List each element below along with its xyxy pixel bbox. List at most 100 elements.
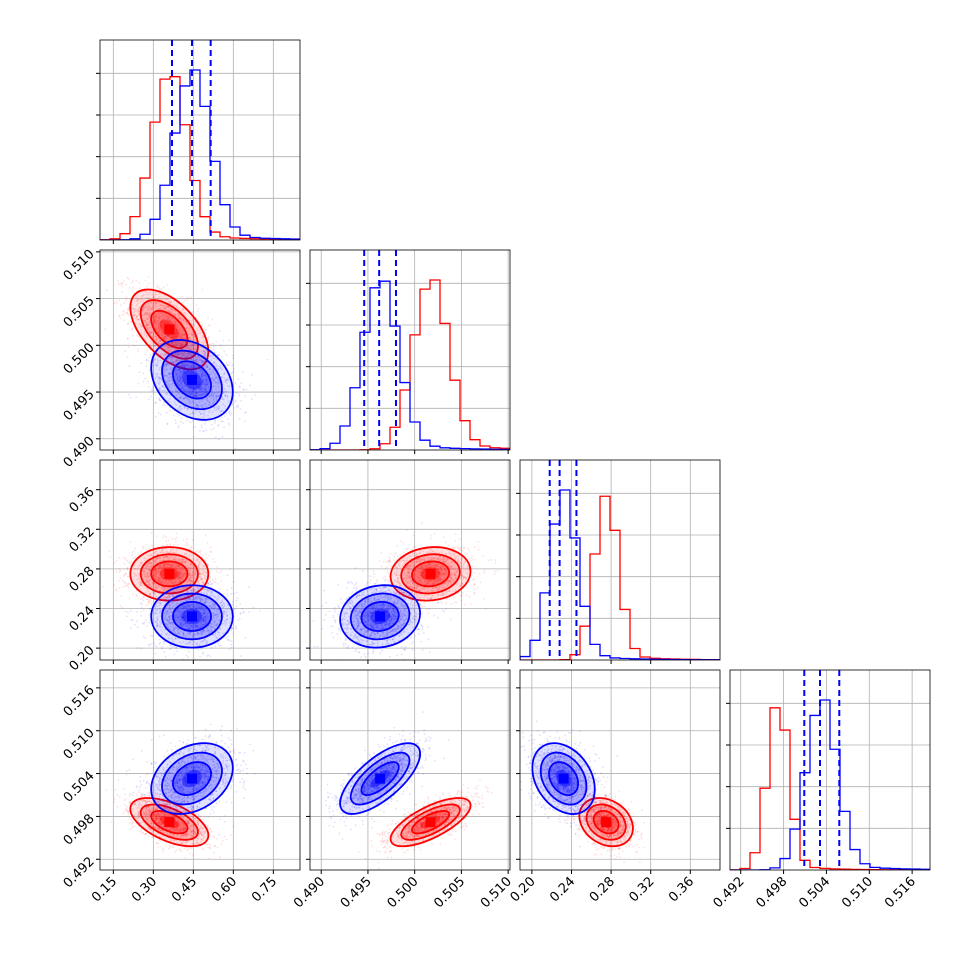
sample-point — [212, 558, 215, 561]
sample-point — [171, 356, 174, 358]
sample-point — [212, 361, 215, 363]
sample-point — [201, 352, 204, 355]
sample-point — [197, 332, 199, 335]
sample-point — [155, 401, 157, 404]
sample-point — [141, 309, 144, 312]
sample-point — [178, 332, 181, 335]
blue-peak — [187, 374, 197, 385]
sample-point — [147, 324, 149, 327]
sample-point — [176, 382, 179, 385]
sample-point — [174, 419, 177, 422]
sample-point — [164, 336, 166, 338]
sample-point — [180, 357, 182, 359]
sample-point — [209, 324, 211, 327]
sample-point — [173, 344, 176, 347]
sample-point — [184, 390, 187, 393]
sample-point — [188, 387, 190, 390]
sample-point — [149, 344, 152, 347]
sample-point — [219, 367, 222, 370]
sample-point — [192, 367, 195, 369]
sample-point — [198, 410, 201, 413]
sample-point — [178, 379, 181, 381]
sample-point — [155, 352, 158, 355]
sample-point — [135, 594, 138, 597]
sample-point — [225, 381, 228, 384]
sample-point — [185, 541, 188, 544]
sample-point — [191, 366, 194, 369]
sample-point — [196, 383, 199, 386]
sample-point — [179, 395, 182, 398]
sample-point — [190, 348, 192, 350]
sample-point — [141, 325, 144, 328]
sample-point — [179, 378, 182, 381]
sample-point — [218, 365, 221, 368]
sample-point — [164, 318, 167, 321]
sample-point — [217, 391, 220, 394]
sample-point — [203, 341, 206, 343]
sample-point — [115, 589, 118, 592]
sample-point — [169, 373, 171, 376]
sample-point — [170, 312, 173, 314]
sample-point — [180, 381, 183, 384]
sample-point — [148, 643, 150, 646]
sample-point — [205, 390, 208, 393]
sample-point — [182, 422, 184, 424]
sample-point — [200, 390, 203, 393]
sample-point — [239, 655, 242, 658]
sample-point — [144, 377, 147, 380]
sample-point — [175, 532, 178, 535]
sample-point — [187, 364, 190, 367]
sample-point — [157, 308, 160, 310]
sample-point — [161, 304, 164, 307]
sample-point — [162, 318, 165, 321]
sample-point — [179, 405, 182, 408]
sample-point — [183, 407, 186, 410]
sample-point — [144, 303, 147, 306]
sample-point — [159, 304, 162, 307]
sample-point — [195, 367, 198, 370]
sample-point — [206, 382, 209, 385]
sample-point — [131, 334, 134, 337]
red-peak — [164, 324, 175, 335]
sample-point — [174, 336, 177, 339]
sample-point — [153, 301, 155, 304]
sample-point — [179, 359, 182, 362]
sample-point — [194, 366, 197, 369]
sample-point — [189, 366, 192, 369]
sample-point — [180, 334, 183, 337]
sample-point — [193, 367, 196, 369]
sample-point — [185, 299, 188, 302]
sample-point — [113, 302, 116, 305]
sample-point — [142, 609, 145, 612]
sample-point — [236, 597, 239, 600]
sample-point — [213, 400, 215, 403]
sample-point — [144, 290, 147, 293]
sample-point — [149, 326, 152, 329]
sample-point — [202, 383, 205, 386]
sample-point — [173, 322, 176, 325]
sample-point — [203, 350, 206, 353]
sample-point — [143, 306, 145, 308]
sample-point — [162, 331, 165, 334]
sample-point — [141, 308, 144, 311]
sample-point — [204, 388, 207, 391]
sample-point — [203, 372, 206, 374]
sample-point — [188, 390, 191, 393]
sample-point — [227, 379, 230, 381]
sample-point — [221, 435, 224, 438]
sample-point — [165, 298, 167, 301]
sample-point — [180, 377, 183, 380]
sample-point — [232, 354, 235, 357]
sample-point — [159, 325, 162, 327]
sample-point — [214, 351, 217, 354]
sample-point — [186, 358, 189, 361]
sample-point — [152, 634, 154, 637]
sample-point — [200, 374, 203, 377]
sample-point — [150, 531, 153, 534]
sample-point — [137, 298, 139, 301]
sample-point — [198, 383, 200, 386]
sample-point — [132, 308, 135, 311]
sample-point — [194, 338, 196, 341]
sample-point — [158, 399, 161, 402]
sample-point — [178, 370, 181, 372]
